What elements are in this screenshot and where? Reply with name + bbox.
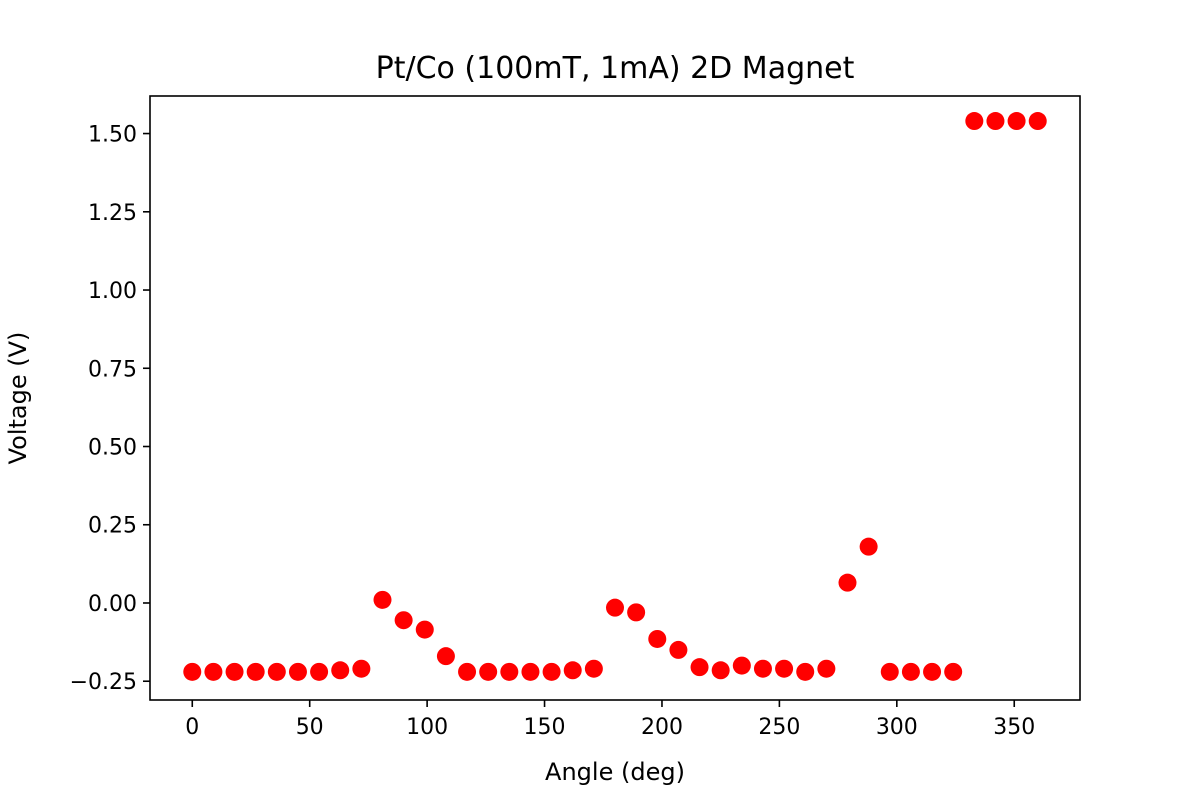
data-points [183, 112, 1047, 681]
data-point [775, 659, 794, 678]
data-point [288, 662, 307, 681]
y-tick-label: −0.25 [70, 670, 137, 695]
data-point [331, 661, 350, 680]
data-point [796, 662, 815, 681]
y-tick-label: 0.75 [88, 357, 137, 382]
data-point [225, 662, 244, 681]
x-tick-label: 200 [641, 715, 683, 740]
y-tick-label: 1.50 [88, 123, 137, 148]
data-point [923, 662, 942, 681]
data-point [584, 659, 603, 678]
data-point [479, 662, 498, 681]
data-point [373, 590, 392, 609]
data-point [732, 656, 751, 675]
data-point [310, 662, 329, 681]
data-point [246, 662, 265, 681]
x-tick-label: 300 [876, 715, 918, 740]
data-point [1028, 112, 1047, 131]
data-point [436, 647, 455, 666]
x-axis: 0 50 100 150 200 250 300 350 [185, 700, 1035, 740]
data-point [986, 112, 1005, 131]
data-point [648, 629, 667, 648]
data-point [394, 611, 413, 630]
y-tick-label: 0.00 [88, 592, 137, 617]
data-point [901, 662, 920, 681]
x-tick-label: 50 [296, 715, 324, 740]
data-point [944, 662, 963, 681]
x-tick-label: 350 [993, 715, 1035, 740]
y-axis: −0.25 0.00 0.25 0.50 0.75 1.00 1.25 1.50 [70, 123, 150, 695]
data-point [838, 573, 857, 592]
data-point [183, 662, 202, 681]
data-point [542, 662, 561, 681]
y-axis-label: Voltage (V) [4, 332, 32, 465]
y-tick-label: 0.25 [88, 514, 137, 539]
data-point [627, 603, 646, 622]
y-tick-label: 0.50 [88, 436, 137, 461]
plot-frame [149, 95, 1081, 701]
data-point [1007, 112, 1026, 131]
chart-title: Pt/Co (100mT, 1mA) 2D Magnet [376, 51, 855, 86]
data-point [859, 537, 878, 556]
data-point [690, 658, 709, 677]
y-tick-label: 1.25 [88, 201, 137, 226]
x-axis-label: Angle (deg) [545, 758, 685, 786]
x-tick-label: 150 [524, 715, 566, 740]
data-point [204, 662, 223, 681]
x-tick-label: 250 [758, 715, 800, 740]
data-point [606, 598, 624, 617]
data-point [817, 659, 836, 678]
data-point [711, 661, 730, 680]
data-point [753, 659, 772, 678]
y-tick-label: 1.00 [88, 279, 137, 304]
x-tick-label: 0 [185, 715, 199, 740]
data-point [965, 112, 984, 131]
data-point [563, 661, 582, 680]
x-tick-label: 100 [406, 715, 448, 740]
data-point [352, 659, 371, 678]
data-point [521, 662, 540, 681]
data-point [458, 662, 477, 681]
data-point [267, 662, 286, 681]
data-point [500, 662, 519, 681]
data-point [415, 620, 434, 639]
data-point [669, 640, 688, 659]
data-point [880, 662, 899, 681]
